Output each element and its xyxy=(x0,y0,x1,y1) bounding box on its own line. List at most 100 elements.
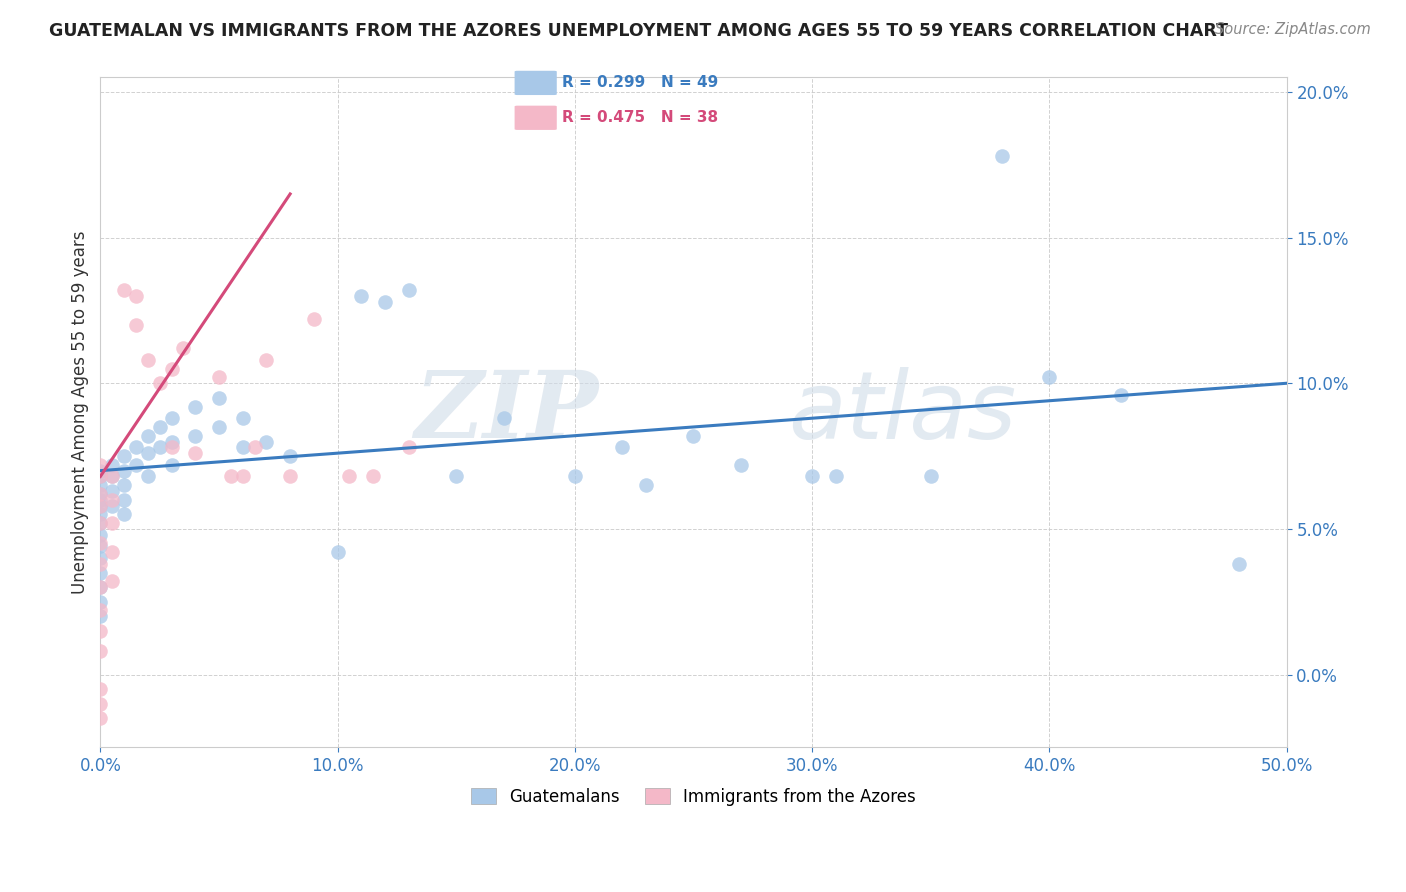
Point xyxy=(184,428,207,442)
Point xyxy=(492,411,515,425)
Point xyxy=(136,446,159,460)
Point xyxy=(101,516,124,530)
Point xyxy=(101,545,124,559)
Point xyxy=(350,289,373,303)
Point xyxy=(89,603,111,617)
Point xyxy=(89,516,111,530)
Point xyxy=(101,469,124,483)
Point xyxy=(89,487,111,501)
Point xyxy=(801,469,824,483)
Point xyxy=(160,361,183,376)
Point xyxy=(89,711,111,725)
FancyBboxPatch shape xyxy=(515,105,557,130)
Point xyxy=(89,551,111,566)
Point xyxy=(89,580,111,594)
Point xyxy=(89,516,111,530)
Point xyxy=(89,458,111,472)
Point xyxy=(125,318,148,332)
Point xyxy=(444,469,467,483)
Text: Source: ZipAtlas.com: Source: ZipAtlas.com xyxy=(1215,22,1371,37)
Point xyxy=(136,469,159,483)
FancyBboxPatch shape xyxy=(515,70,557,95)
Point xyxy=(219,469,242,483)
Point xyxy=(89,557,111,571)
Point xyxy=(112,449,135,463)
Point xyxy=(232,469,254,483)
Point xyxy=(730,458,752,472)
Point xyxy=(254,353,277,368)
Point xyxy=(89,536,111,550)
Point xyxy=(112,464,135,478)
Y-axis label: Unemployment Among Ages 55 to 59 years: Unemployment Among Ages 55 to 59 years xyxy=(72,231,89,594)
Point xyxy=(278,449,301,463)
Text: R = 0.299   N = 49: R = 0.299 N = 49 xyxy=(562,76,718,90)
Point xyxy=(125,441,148,455)
Point xyxy=(339,469,361,483)
Point xyxy=(208,370,231,384)
Point xyxy=(208,420,231,434)
Point xyxy=(184,446,207,460)
Point xyxy=(149,376,172,391)
Point xyxy=(101,483,124,498)
Point xyxy=(920,469,942,483)
Point xyxy=(89,682,111,697)
Point xyxy=(160,441,183,455)
Point xyxy=(1227,557,1250,571)
Point xyxy=(149,420,172,434)
Point xyxy=(89,580,111,594)
Text: atlas: atlas xyxy=(789,367,1017,458)
Point xyxy=(112,492,135,507)
Point xyxy=(89,527,111,541)
Point xyxy=(398,441,420,455)
Point xyxy=(89,492,111,507)
Point xyxy=(112,283,135,297)
Point xyxy=(101,574,124,589)
Point xyxy=(824,469,846,483)
Point xyxy=(89,595,111,609)
Point xyxy=(991,149,1014,163)
Point xyxy=(112,478,135,492)
Point xyxy=(125,289,148,303)
Point xyxy=(149,441,172,455)
Point xyxy=(160,458,183,472)
Text: ZIP: ZIP xyxy=(415,368,599,458)
Point xyxy=(89,478,111,492)
Point xyxy=(89,609,111,624)
Point xyxy=(208,391,231,405)
Point xyxy=(232,441,254,455)
Point xyxy=(89,499,111,513)
Point xyxy=(112,508,135,522)
Point xyxy=(1109,388,1132,402)
Text: GUATEMALAN VS IMMIGRANTS FROM THE AZORES UNEMPLOYMENT AMONG AGES 55 TO 59 YEARS : GUATEMALAN VS IMMIGRANTS FROM THE AZORES… xyxy=(49,22,1229,40)
Point xyxy=(89,540,111,554)
Point xyxy=(89,508,111,522)
Point xyxy=(184,400,207,414)
Point xyxy=(89,469,111,483)
Point xyxy=(101,469,124,483)
Point xyxy=(89,487,111,501)
Point xyxy=(634,478,657,492)
Point xyxy=(89,644,111,658)
Point xyxy=(89,697,111,711)
Point xyxy=(278,469,301,483)
Point xyxy=(374,294,396,309)
Point xyxy=(160,411,183,425)
Legend: Guatemalans, Immigrants from the Azores: Guatemalans, Immigrants from the Azores xyxy=(464,781,922,813)
Point xyxy=(125,458,148,472)
Point xyxy=(243,441,266,455)
Point xyxy=(101,499,124,513)
Point xyxy=(89,499,111,513)
Point xyxy=(89,624,111,638)
Point xyxy=(326,545,349,559)
Point xyxy=(101,492,124,507)
Point xyxy=(89,469,111,483)
Point xyxy=(254,434,277,449)
Point xyxy=(136,353,159,368)
Point xyxy=(612,441,634,455)
Point xyxy=(101,458,124,472)
Point xyxy=(564,469,586,483)
Point xyxy=(232,411,254,425)
Point xyxy=(160,434,183,449)
Point xyxy=(302,312,325,326)
Point xyxy=(361,469,384,483)
